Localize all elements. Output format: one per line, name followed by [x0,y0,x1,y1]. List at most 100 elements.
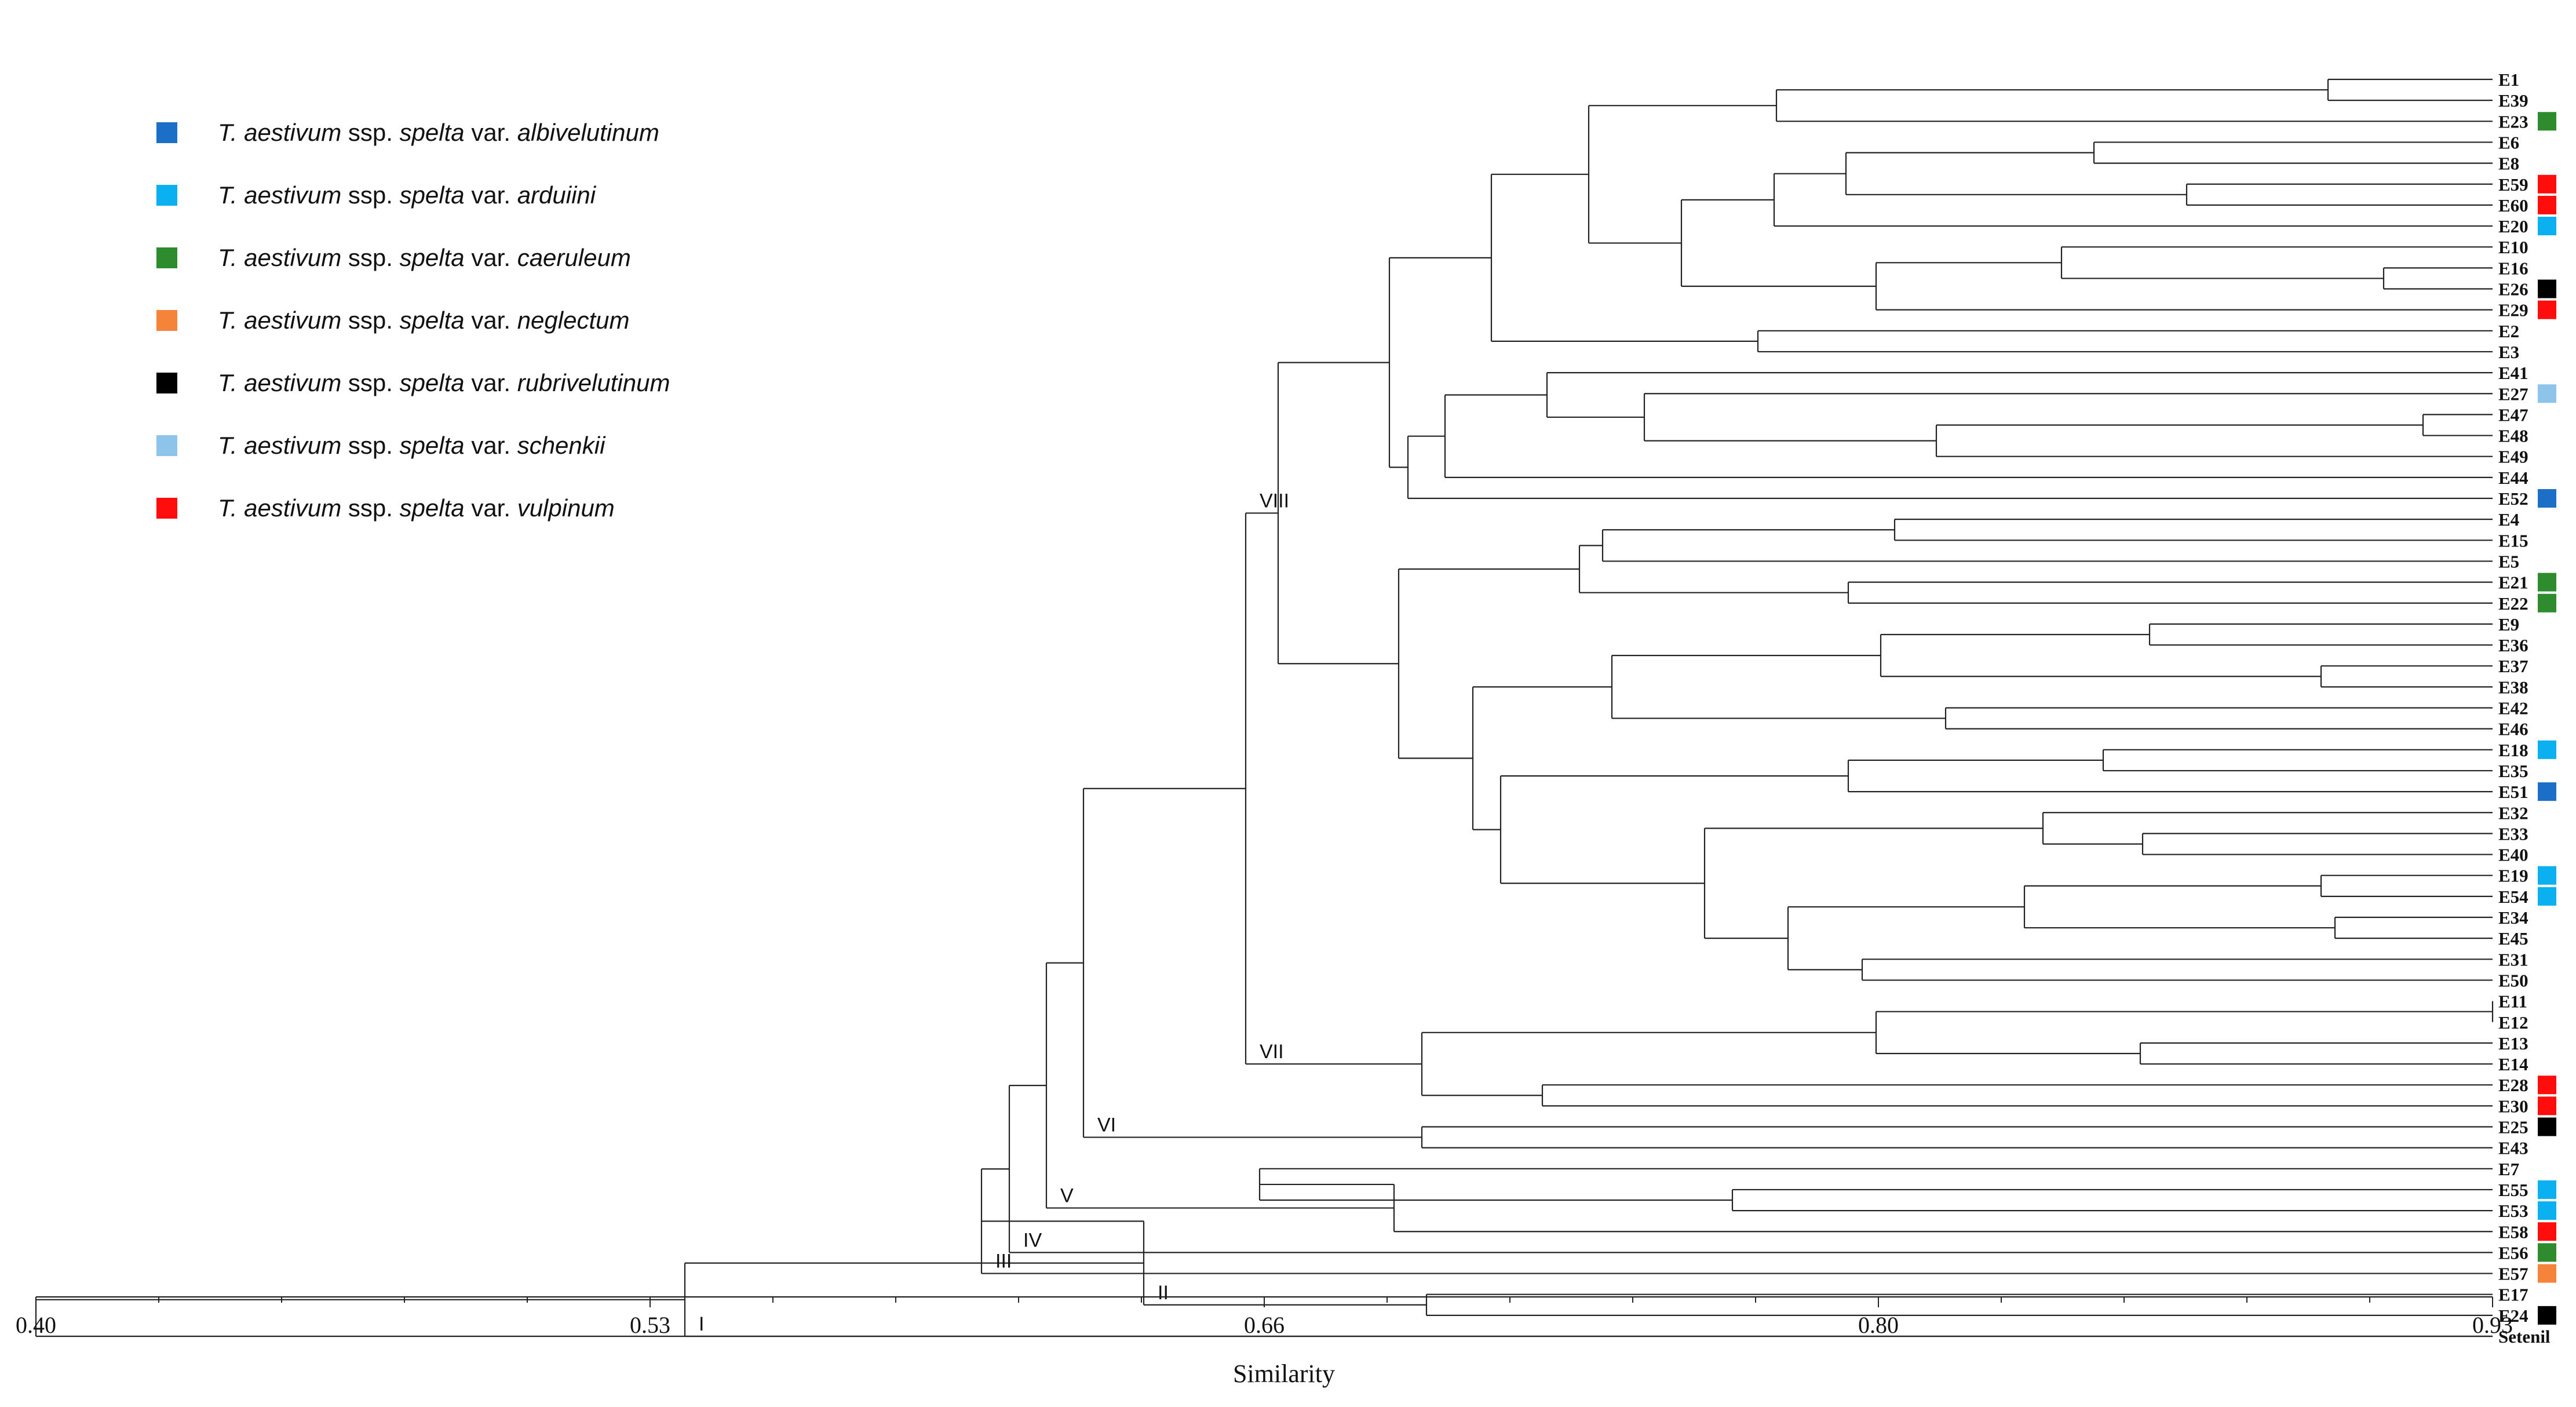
leaf-label-e55: E55 [2498,1180,2528,1200]
leaf-label-e5: E5 [2498,551,2519,571]
leaf-label-e58: E58 [2498,1222,2528,1242]
leaf-marker-e23 [2538,112,2556,131]
leaf-label-e39: E39 [2498,90,2528,111]
legend-item-caeruleum: T. aestivum ssp. spelta var. caeruleum [156,227,670,289]
leaf-label-e47: E47 [2498,404,2528,425]
leaf-label-e31: E31 [2498,949,2528,969]
leaf-label-e15: E15 [2498,530,2528,551]
leaf-label-e57: E57 [2498,1264,2528,1284]
leaf-label-e59: E59 [2498,174,2528,195]
leaf-label-e20: E20 [2498,216,2528,236]
leaf-label-e49: E49 [2498,447,2528,467]
leaf-marker-e29 [2538,300,2556,319]
leaf-marker-e28 [2538,1076,2556,1095]
cluster-label-vi: VI [1097,1114,1116,1136]
leaf-label-e51: E51 [2498,782,2528,802]
leaf-label-e2: E2 [2498,321,2519,341]
leaf-label-e44: E44 [2498,468,2528,488]
leaf-label-e33: E33 [2498,823,2528,844]
leaf-label-e10: E10 [2498,237,2528,257]
cluster-label-i: I [699,1313,704,1335]
leaf-label-e50: E50 [2498,970,2528,990]
legend-item-neglectum: T. aestivum ssp. spelta var. neglectum [156,289,670,352]
leaf-label-e42: E42 [2498,698,2528,719]
legend-swatch [156,498,177,519]
dendrogram-branches [35,78,2494,1337]
legend-item-schenkii: T. aestivum ssp. spelta var. schenkii [156,414,670,477]
leaf-label-e7: E7 [2498,1159,2519,1179]
leaf-label-e56: E56 [2498,1242,2528,1263]
leaf-label-e53: E53 [2498,1201,2528,1221]
leaf-label-e38: E38 [2498,677,2528,697]
legend-label: T. aestivum ssp. spelta var. vulpinum [218,494,615,522]
legend-swatch [156,122,177,143]
x-axis-title: Similarity [1233,1359,1335,1388]
leaf-label-e29: E29 [2498,300,2528,320]
leaf-label-e14: E14 [2498,1054,2528,1074]
leaf-label-e8: E8 [2498,154,2519,174]
legend-label: T. aestivum ssp. spelta var. rubriveluti… [218,369,670,396]
leaf-marker-e19 [2538,866,2556,885]
leaf-label-e18: E18 [2498,740,2528,760]
leaf-label-e17: E17 [2498,1285,2528,1305]
x-axis: Similarity 0.40 0.53 0.66 0.80 0.93 [16,1296,2513,1388]
leaf-label-e43: E43 [2498,1138,2528,1158]
legend-item-rubrivelutinum: T. aestivum ssp. spelta var. rubriveluti… [156,352,670,414]
legend-swatch [156,435,177,456]
legend-label: T. aestivum ssp. spelta var. caeruleum [218,244,631,271]
leaf-label-e23: E23 [2498,111,2528,132]
leaf-marker-e25 [2538,1117,2556,1136]
leaf-marker-e30 [2538,1096,2556,1116]
leaf-label-e52: E52 [2498,489,2528,509]
leaf-label-e40: E40 [2498,845,2528,865]
leaf-label-e12: E12 [2498,1012,2528,1033]
leaf-labels: E1E39E23E6E8E59E60E20E10E16E26E29E2E3E41… [2498,70,2551,1347]
legend-item-albivelutinum: T. aestivum ssp. spelta var. albivelutin… [156,101,670,164]
leaf-marker-e27 [2538,384,2556,403]
leaf-label-setenil: Setenil [2498,1326,2551,1347]
leaf-label-e28: E28 [2498,1075,2528,1095]
legend-item-arduiini: T. aestivum ssp. spelta var. arduiini [156,164,670,227]
leaf-marker-e24 [2538,1306,2556,1325]
cluster-label-vii: VII [1260,1041,1284,1063]
leaf-marker-e22 [2538,593,2556,613]
leaf-label-e54: E54 [2498,887,2528,907]
leaf-label-e48: E48 [2498,426,2528,446]
cluster-label-viii: VIII [1260,490,1289,512]
leaf-label-e24: E24 [2498,1306,2528,1326]
leaf-marker-e58 [2538,1222,2556,1241]
legend-swatch [156,310,177,331]
leaf-label-e60: E60 [2498,195,2528,216]
leaf-label-e37: E37 [2498,656,2528,676]
leaf-markers [2538,112,2556,1325]
legend-swatch [156,247,177,268]
leaf-label-e35: E35 [2498,761,2528,781]
leaf-label-e34: E34 [2498,907,2528,928]
leaf-label-e30: E30 [2498,1096,2528,1116]
legend: T. aestivum ssp. spelta var. albivelutin… [156,101,670,540]
leaf-marker-e18 [2538,740,2556,759]
x-tick-label: 0.80 [1858,1312,1899,1338]
leaf-label-e11: E11 [2498,992,2527,1012]
leaf-marker-e60 [2538,195,2556,214]
leaf-label-e21: E21 [2498,573,2528,593]
leaf-marker-e20 [2538,217,2556,236]
legend-item-vulpinum: T. aestivum ssp. spelta var. vulpinum [156,477,670,540]
x-tick-label: 0.40 [16,1312,56,1338]
x-tick-label: 0.53 [630,1312,670,1338]
legend-swatch [156,185,177,206]
leaf-marker-e26 [2538,279,2556,298]
leaf-label-e22: E22 [2498,593,2528,614]
leaf-label-e26: E26 [2498,279,2528,300]
legend-swatch [156,373,177,393]
leaf-label-e19: E19 [2498,866,2528,886]
leaf-label-e45: E45 [2498,928,2528,949]
leaf-label-e32: E32 [2498,803,2528,823]
leaf-marker-e55 [2538,1180,2556,1199]
leaf-label-e3: E3 [2498,342,2519,362]
x-tick-label: 0.66 [1244,1312,1285,1338]
leaf-label-e4: E4 [2498,509,2519,530]
legend-label: T. aestivum ssp. spelta var. schenkii [218,432,605,459]
